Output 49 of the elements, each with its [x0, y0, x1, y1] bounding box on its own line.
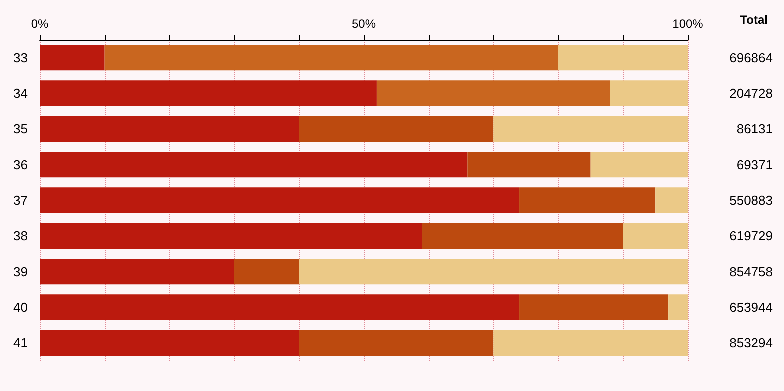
text: 619729	[730, 228, 773, 244]
text: 696864	[730, 50, 773, 66]
bar	[623, 223, 688, 250]
x-tick-label: 0%	[31, 17, 49, 31]
bar	[668, 294, 688, 320]
text: 853294	[730, 336, 773, 351]
text: Total	[740, 13, 768, 27]
text: 204728	[730, 86, 773, 101]
text: 86131	[736, 122, 773, 137]
bar	[299, 330, 494, 356]
bar	[40, 330, 300, 356]
bar	[558, 44, 688, 71]
bar	[299, 116, 494, 142]
bar	[656, 188, 688, 214]
bar	[520, 294, 669, 320]
y-tick-label: 38	[14, 228, 28, 244]
bar	[422, 223, 624, 250]
bar	[40, 223, 422, 250]
bar	[234, 258, 300, 285]
bar	[40, 80, 377, 106]
y-tick-label: 40	[14, 300, 28, 315]
bar	[610, 80, 688, 106]
y-tick-label: 33	[14, 50, 28, 66]
bar	[40, 258, 234, 285]
bar	[468, 152, 591, 178]
bar	[40, 188, 520, 214]
bar	[494, 116, 688, 142]
x-tick-label: 50%	[352, 17, 376, 31]
bar	[40, 116, 300, 142]
y-tick-label: 39	[14, 264, 28, 280]
y-tick-label: 37	[14, 193, 28, 208]
text: 653944	[730, 300, 773, 315]
y-tick-label: 34	[14, 86, 28, 101]
bar	[376, 80, 610, 106]
y-tick-label: 35	[14, 122, 28, 137]
bar	[299, 258, 688, 285]
x-tick-label: 100%	[672, 17, 704, 31]
text: 854758	[730, 264, 773, 280]
y-tick-label: 36	[14, 157, 28, 172]
bar	[104, 44, 558, 71]
bar	[494, 330, 688, 356]
y-tick-label: 41	[14, 336, 28, 351]
bar	[590, 152, 688, 178]
bar	[40, 152, 468, 178]
bar	[40, 44, 105, 71]
bar	[520, 188, 656, 214]
text: 69371	[736, 157, 773, 172]
bar	[40, 294, 520, 320]
text: 550883	[730, 193, 773, 208]
